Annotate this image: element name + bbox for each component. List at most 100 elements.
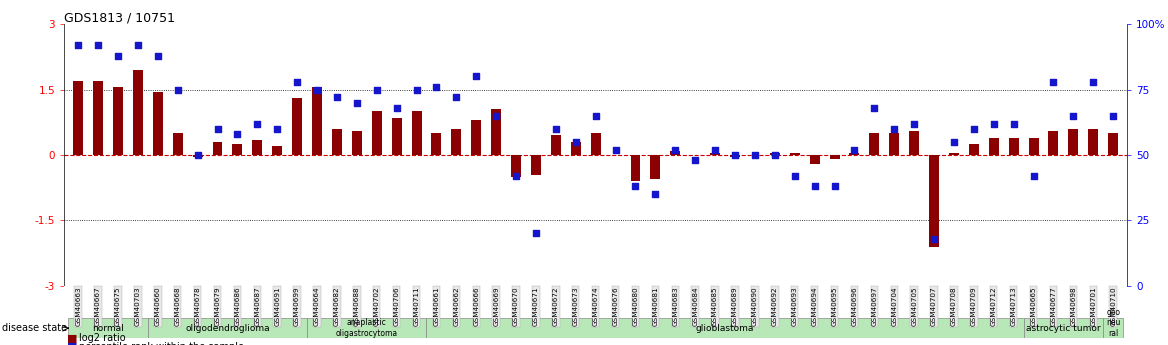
Point bbox=[566, 139, 585, 145]
Point bbox=[287, 79, 306, 85]
Point bbox=[626, 184, 645, 189]
Point bbox=[89, 42, 107, 48]
Text: GSM40703: GSM40703 bbox=[134, 287, 141, 326]
Bar bbox=[451, 129, 461, 155]
Text: GSM40679: GSM40679 bbox=[215, 287, 221, 326]
Text: GSM40667: GSM40667 bbox=[95, 287, 102, 326]
Text: GSM40694: GSM40694 bbox=[812, 287, 818, 326]
Text: GSM40683: GSM40683 bbox=[673, 287, 679, 326]
Bar bbox=[969, 144, 979, 155]
Text: GSM40664: GSM40664 bbox=[314, 287, 320, 326]
Point bbox=[368, 87, 387, 92]
Text: GSM40695: GSM40695 bbox=[832, 287, 837, 326]
Point bbox=[765, 152, 784, 158]
Bar bbox=[213, 142, 222, 155]
Text: oligodendroglioma: oligodendroglioma bbox=[186, 324, 270, 333]
Bar bbox=[631, 155, 640, 181]
Bar bbox=[1089, 129, 1098, 155]
Text: GSM40706: GSM40706 bbox=[394, 287, 399, 326]
Bar bbox=[770, 153, 780, 155]
Point bbox=[507, 173, 526, 179]
Bar bbox=[68, 318, 148, 338]
Text: GSM40670: GSM40670 bbox=[513, 287, 519, 326]
Point bbox=[527, 231, 545, 236]
Text: GSM40698: GSM40698 bbox=[1070, 287, 1077, 326]
Bar bbox=[512, 155, 521, 177]
Point bbox=[1064, 113, 1083, 118]
Bar bbox=[571, 142, 580, 155]
Bar bbox=[869, 133, 880, 155]
Text: GSM40666: GSM40666 bbox=[473, 287, 479, 326]
Text: GSM40687: GSM40687 bbox=[255, 287, 260, 326]
Text: GSM40707: GSM40707 bbox=[931, 287, 937, 326]
Text: GSM40684: GSM40684 bbox=[693, 287, 698, 326]
Point bbox=[248, 121, 266, 126]
Point bbox=[885, 126, 904, 131]
Point bbox=[606, 147, 625, 152]
Text: GSM40713: GSM40713 bbox=[1010, 287, 1016, 326]
Bar bbox=[929, 155, 939, 247]
Point bbox=[188, 152, 207, 158]
Bar bbox=[710, 153, 721, 155]
Text: log2 ratio: log2 ratio bbox=[79, 333, 126, 343]
Bar bbox=[312, 87, 322, 155]
Point bbox=[408, 87, 426, 92]
Bar bbox=[790, 153, 800, 155]
Text: GDS1813 / 10751: GDS1813 / 10751 bbox=[64, 11, 175, 24]
Point bbox=[168, 87, 187, 92]
Bar bbox=[153, 92, 162, 155]
Point bbox=[1044, 79, 1063, 85]
Point bbox=[307, 87, 326, 92]
Text: normal: normal bbox=[92, 324, 124, 333]
Point bbox=[109, 53, 127, 58]
Point bbox=[467, 74, 486, 79]
Text: GSM40693: GSM40693 bbox=[792, 287, 798, 326]
Text: GSM40660: GSM40660 bbox=[155, 287, 161, 326]
Point bbox=[725, 152, 744, 158]
Point bbox=[348, 100, 367, 106]
Bar bbox=[173, 133, 182, 155]
Text: GSM40680: GSM40680 bbox=[633, 287, 639, 326]
Point bbox=[865, 105, 884, 111]
Bar bbox=[1023, 318, 1104, 338]
Bar bbox=[307, 318, 426, 338]
Bar bbox=[113, 87, 123, 155]
Bar bbox=[1108, 133, 1118, 155]
Bar bbox=[371, 111, 382, 155]
Bar bbox=[411, 111, 422, 155]
Bar bbox=[809, 155, 820, 164]
Bar bbox=[74, 81, 83, 155]
Bar bbox=[1049, 131, 1058, 155]
Point bbox=[1024, 173, 1043, 179]
Bar bbox=[670, 151, 680, 155]
Point bbox=[208, 126, 227, 131]
Text: GSM40692: GSM40692 bbox=[772, 287, 778, 326]
Text: GSM40686: GSM40686 bbox=[235, 287, 241, 326]
Text: GSM40665: GSM40665 bbox=[1030, 287, 1036, 326]
Bar bbox=[148, 318, 307, 338]
Text: GSM40699: GSM40699 bbox=[294, 287, 300, 326]
Bar bbox=[332, 129, 342, 155]
Text: GSM40709: GSM40709 bbox=[971, 287, 976, 326]
Point bbox=[905, 121, 924, 126]
Text: GSM40690: GSM40690 bbox=[752, 287, 758, 326]
Text: GSM40704: GSM40704 bbox=[891, 287, 897, 326]
Text: GSM40678: GSM40678 bbox=[195, 287, 201, 326]
Point bbox=[128, 42, 147, 48]
Bar bbox=[989, 138, 999, 155]
Point bbox=[1104, 113, 1122, 118]
Bar bbox=[93, 81, 103, 155]
Text: GSM40668: GSM40668 bbox=[175, 287, 181, 326]
Point bbox=[69, 42, 88, 48]
Point bbox=[487, 113, 506, 118]
Bar bbox=[492, 109, 501, 155]
Bar bbox=[426, 318, 1023, 338]
Bar bbox=[551, 135, 561, 155]
Point bbox=[1084, 79, 1103, 85]
Bar bbox=[829, 155, 840, 159]
Point bbox=[547, 126, 565, 131]
Text: GSM40676: GSM40676 bbox=[612, 287, 619, 326]
Point bbox=[267, 126, 286, 131]
Bar bbox=[232, 144, 243, 155]
Text: GSM40672: GSM40672 bbox=[552, 287, 558, 326]
